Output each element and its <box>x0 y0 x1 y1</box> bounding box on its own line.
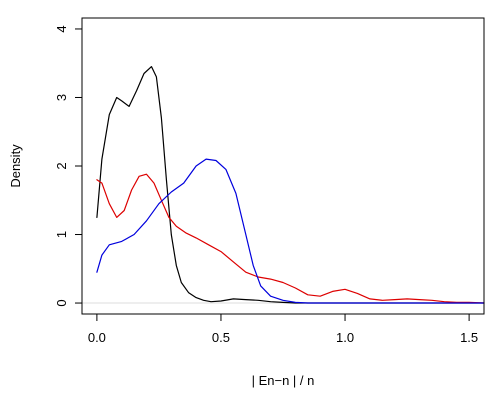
y-tick-label: 3 <box>54 94 69 101</box>
y-tick-label: 0 <box>54 299 69 306</box>
density-line-1 <box>96 65 485 304</box>
density-line-3 <box>96 158 485 304</box>
x-axis-title: | En−n | / n <box>252 373 315 388</box>
y-tick-label: 2 <box>54 162 69 169</box>
x-tick-label: 0.0 <box>88 330 106 345</box>
x-tick-label: 1.0 <box>336 330 354 345</box>
series-layer <box>96 65 485 304</box>
x-tick-label: 0.5 <box>212 330 230 345</box>
density-line-2 <box>96 173 485 304</box>
y-tick-label: 1 <box>54 231 69 238</box>
y-tick-label: 4 <box>54 25 69 32</box>
x-axis: 0.0 0.5 1.0 1.5 <box>88 314 478 345</box>
plot-frame <box>81 17 485 315</box>
x-tick-label: 1.5 <box>460 330 478 345</box>
y-axis-title: Density <box>8 144 23 188</box>
y-axis: 0 1 2 3 4 <box>54 25 82 307</box>
